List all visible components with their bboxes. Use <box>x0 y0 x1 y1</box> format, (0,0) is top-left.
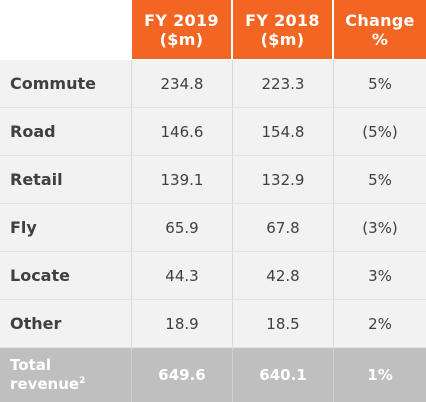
table-row: Retail 139.1 132.9 5% <box>0 156 426 204</box>
row-fy2018-value: 18.5 <box>233 300 334 347</box>
total-change-value: 1% <box>367 366 393 384</box>
total-label-line2: revenue2 <box>10 375 85 394</box>
table-row: Other 18.9 18.5 2% <box>0 300 426 348</box>
row-fy2018-value: 132.9 <box>233 156 334 203</box>
row-label: Commute <box>0 60 132 107</box>
header-fy2019-year: FY 2019 <box>144 10 219 30</box>
row-fy2018-value: 42.8 <box>233 252 334 299</box>
row-fy2019-value: 44.3 <box>132 252 233 299</box>
row-change-value: 3% <box>368 266 392 285</box>
header-empty-cell <box>0 0 132 59</box>
total-fy2018-value: 640.1 <box>233 348 334 402</box>
table-row: Fly 65.9 67.8 (3%) <box>0 204 426 252</box>
table-row: Commute 234.8 223.3 5% <box>0 60 426 108</box>
row-fy2018-value: 67.8 <box>233 204 334 251</box>
row-fy2019-value: 146.6 <box>132 108 233 155</box>
total-label-word: revenue <box>10 375 80 393</box>
header-change-unit: % <box>371 29 389 49</box>
row-label: Road <box>0 108 132 155</box>
row-label: Retail <box>0 156 132 203</box>
header-change: Change % <box>334 0 426 59</box>
total-row: Total revenue2 649.6 640.1 1% <box>0 348 426 402</box>
table-header-row: FY 2019 ($m) FY 2018 ($m) Change % <box>0 0 426 59</box>
header-change-label: Change <box>345 10 415 30</box>
table-row: Locate 44.3 42.8 3% <box>0 252 426 300</box>
row-label: Locate <box>0 252 132 299</box>
row-fy2018-value: 154.8 <box>233 108 334 155</box>
row-label: Other <box>0 300 132 347</box>
header-fy2018-year: FY 2018 <box>245 10 320 30</box>
total-fy2019-value: 649.6 <box>132 348 233 402</box>
row-change-value: (3%) <box>362 218 398 237</box>
header-fy2018: FY 2018 ($m) <box>233 0 334 59</box>
header-fy2018-unit: ($m) <box>260 29 305 49</box>
footnote-marker: 2 <box>79 376 86 386</box>
row-change-value: 5% <box>368 170 392 189</box>
row-change-value: 5% <box>368 74 392 93</box>
row-fy2019-value: 18.9 <box>132 300 233 347</box>
total-label-line1: Total <box>10 356 51 374</box>
table-row: Road 146.6 154.8 (5%) <box>0 108 426 156</box>
row-change-value: 2% <box>368 314 392 333</box>
row-fy2018-value: 223.3 <box>233 60 334 107</box>
row-fy2019-value: 139.1 <box>132 156 233 203</box>
row-fy2019-value: 65.9 <box>132 204 233 251</box>
row-fy2019-value: 234.8 <box>132 60 233 107</box>
header-fy2019-unit: ($m) <box>159 29 204 49</box>
row-label: Fly <box>0 204 132 251</box>
row-change-value: (5%) <box>362 122 398 141</box>
header-fy2019: FY 2019 ($m) <box>132 0 233 59</box>
total-label: Total revenue2 <box>0 348 132 402</box>
